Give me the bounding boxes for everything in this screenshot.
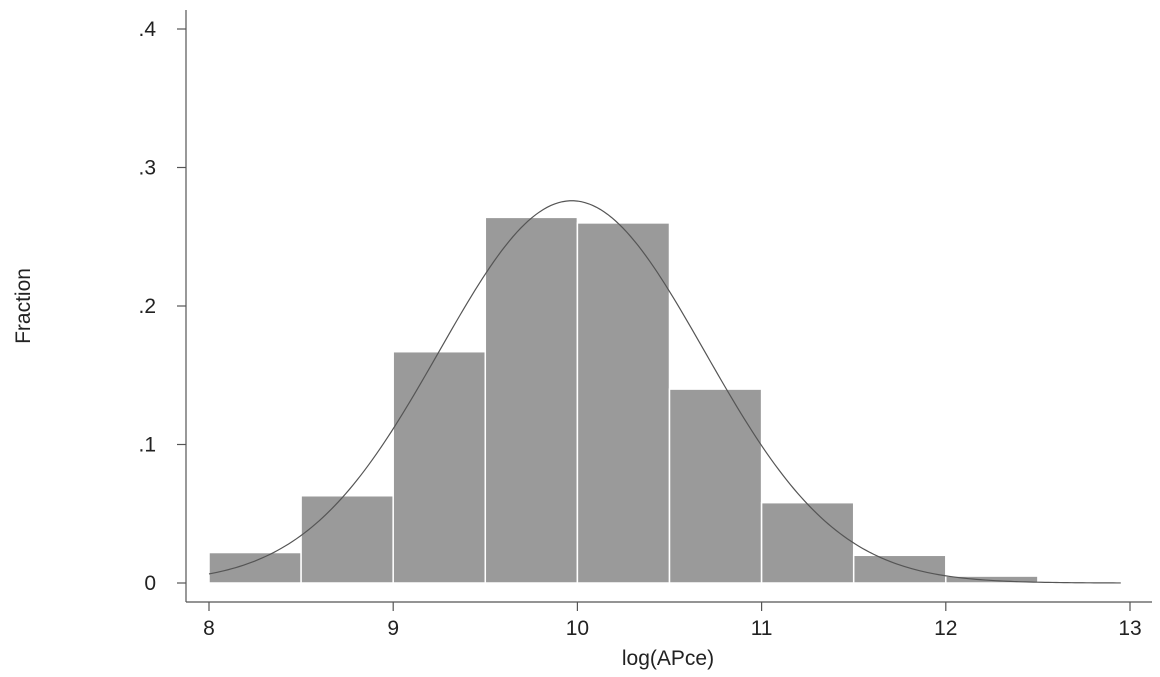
x-tick-label: 10	[566, 617, 589, 640]
x-tick-label: 13	[1118, 617, 1141, 640]
bars	[208, 216, 1039, 584]
histogram-bar	[945, 575, 1039, 584]
y-tick-label: .2	[138, 295, 156, 318]
histogram-bar	[760, 501, 855, 584]
normal-density-curve	[208, 200, 1121, 584]
y-tick-label: .3	[138, 157, 156, 180]
y-axis-title: Fraction	[12, 268, 35, 344]
histogram-bar	[208, 551, 302, 584]
histogram-bar	[668, 388, 763, 584]
normal-curve-layer	[208, 200, 1121, 584]
x-tick-label: 12	[934, 617, 957, 640]
y-tick-label: .4	[138, 18, 156, 41]
x-tick-label: 9	[387, 617, 399, 640]
y-tick-label: 0	[144, 572, 156, 595]
x-tick-label: 8	[203, 617, 215, 640]
y-tick-label: .1	[138, 434, 156, 457]
histogram-bar	[300, 494, 394, 584]
x-axis-title: log(APce)	[622, 647, 714, 670]
histogram-bar	[576, 222, 671, 584]
x-tick-label: 11	[751, 617, 773, 640]
histogram-bar	[484, 216, 579, 584]
histogram-bar	[392, 350, 487, 584]
histogram-bar	[852, 554, 947, 584]
axes: 8 9 10 11 12 13 0 .1 .2 .3 .4	[138, 10, 1152, 640]
